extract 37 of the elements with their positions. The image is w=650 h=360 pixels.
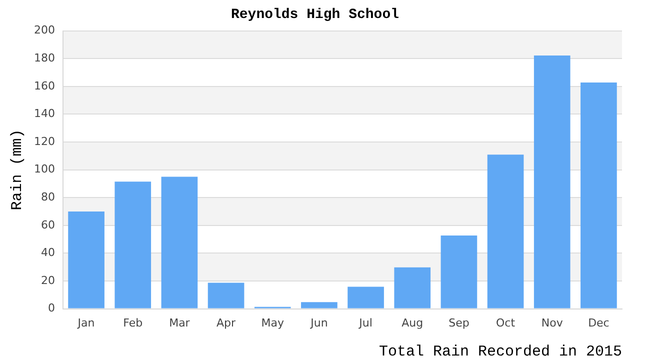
x-tick-label: Sep xyxy=(448,316,470,330)
bar xyxy=(348,286,384,308)
bar xyxy=(580,82,617,308)
y-tick-label: 60 xyxy=(40,218,55,232)
bar xyxy=(114,182,152,308)
y-tick-label: 160 xyxy=(34,79,55,92)
y-tick-label: 200 xyxy=(34,24,55,37)
y-tick-label: 20 xyxy=(40,274,55,287)
x-tick-label: Mar xyxy=(169,316,190,330)
bar xyxy=(68,212,104,308)
bar xyxy=(208,282,244,308)
x-tick-label: Aug xyxy=(402,316,424,330)
y-axis-title: Rain (mm) xyxy=(8,129,26,210)
x-tick-label: Apr xyxy=(216,316,236,330)
y-tick-label: 100 xyxy=(34,162,55,176)
bar xyxy=(161,176,198,308)
x-tick-label: Jun xyxy=(310,316,328,330)
y-tick-label: 40 xyxy=(40,246,55,260)
y-tick-label: 0 xyxy=(48,302,55,315)
x-tick-label: Dec xyxy=(588,316,610,330)
y-tick-label: 140 xyxy=(34,107,55,120)
bar xyxy=(301,302,338,308)
bar xyxy=(394,267,431,308)
bar xyxy=(487,154,524,308)
x-tick-label: Oct xyxy=(496,316,516,330)
y-tick-label: 180 xyxy=(34,51,55,64)
x-tick-label: Feb xyxy=(123,316,143,330)
x-tick-label: Nov xyxy=(541,316,564,330)
y-tick-label: 120 xyxy=(34,134,55,148)
bar xyxy=(534,56,570,308)
x-tick-label: May xyxy=(261,316,284,330)
bar xyxy=(440,236,478,308)
x-tick-label: Jul xyxy=(358,316,372,330)
y-tick-label: 80 xyxy=(40,190,55,204)
x-axis-title: Total Rain Recorded in 2015 xyxy=(378,343,622,360)
x-tick-label: Jan xyxy=(76,316,95,330)
chart-title: Reynolds High School xyxy=(230,6,400,23)
